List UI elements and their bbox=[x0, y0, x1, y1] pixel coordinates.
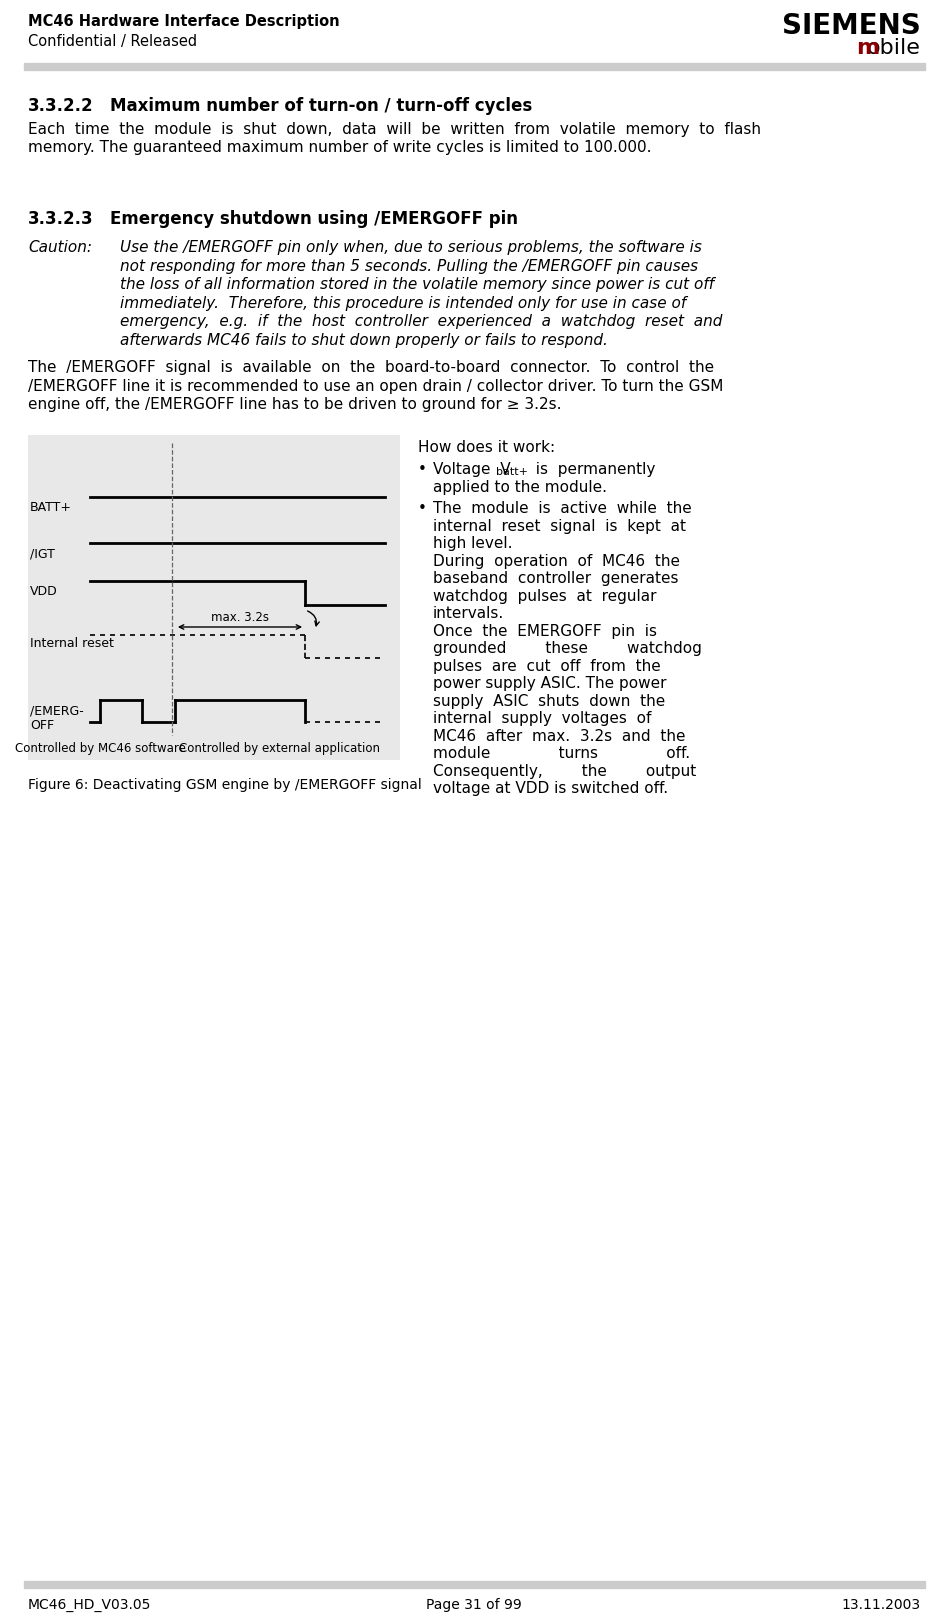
Text: baseband  controller  generates: baseband controller generates bbox=[433, 571, 679, 586]
Text: MC46_HD_V03.05: MC46_HD_V03.05 bbox=[28, 1599, 152, 1612]
Text: internal  supply  voltages  of: internal supply voltages of bbox=[433, 710, 651, 726]
Text: VDD: VDD bbox=[30, 586, 58, 599]
Text: m: m bbox=[856, 37, 879, 58]
Text: pulses  are  cut  off  from  the: pulses are cut off from the bbox=[433, 659, 661, 673]
Text: 3.3.2.3: 3.3.2.3 bbox=[28, 210, 94, 228]
Text: •: • bbox=[418, 463, 427, 477]
Text: voltage at VDD is switched off.: voltage at VDD is switched off. bbox=[433, 781, 668, 796]
Bar bbox=[24, 63, 925, 70]
Text: Figure 6: Deactivating GSM engine by /EMERGOFF signal: Figure 6: Deactivating GSM engine by /EM… bbox=[28, 778, 421, 791]
Text: Internal reset: Internal reset bbox=[30, 637, 114, 650]
Text: internal  reset  signal  is  kept  at: internal reset signal is kept at bbox=[433, 518, 686, 534]
Text: Voltage  V: Voltage V bbox=[433, 463, 511, 477]
Text: watchdog  pulses  at  regular: watchdog pulses at regular bbox=[433, 589, 657, 604]
Text: /EMERGOFF line it is recommended to use an open drain / collector driver. To tur: /EMERGOFF line it is recommended to use … bbox=[28, 379, 723, 393]
Text: supply  ASIC  shuts  down  the: supply ASIC shuts down the bbox=[433, 694, 665, 709]
Text: Controlled by external application: Controlled by external application bbox=[179, 743, 381, 756]
Text: applied to the module.: applied to the module. bbox=[433, 479, 607, 495]
Text: 13.11.2003: 13.11.2003 bbox=[842, 1599, 921, 1612]
Text: /IGT: /IGT bbox=[30, 547, 55, 560]
Text: •: • bbox=[418, 502, 427, 516]
FancyArrowPatch shape bbox=[307, 612, 319, 626]
Text: memory. The guaranteed maximum number of write cycles is limited to 100.000.: memory. The guaranteed maximum number of… bbox=[28, 141, 652, 155]
Text: Once  the  EMERGOFF  pin  is: Once the EMERGOFF pin is bbox=[433, 623, 657, 639]
Text: Confidential / Released: Confidential / Released bbox=[28, 34, 197, 49]
Text: SIEMENS: SIEMENS bbox=[782, 11, 921, 40]
Text: power supply ASIC. The power: power supply ASIC. The power bbox=[433, 676, 666, 691]
Text: The  /EMERGOFF  signal  is  available  on  the  board-to-board  connector.  To  : The /EMERGOFF signal is available on the… bbox=[28, 359, 715, 375]
Text: emergency,  e.g.  if  the  host  controller  experienced  a  watchdog  reset  an: emergency, e.g. if the host controller e… bbox=[120, 314, 722, 328]
Text: Use the /EMERGOFF pin only when, due to serious problems, the software is: Use the /EMERGOFF pin only when, due to … bbox=[120, 239, 702, 256]
Text: afterwards MC46 fails to shut down properly or fails to respond.: afterwards MC46 fails to shut down prope… bbox=[120, 333, 608, 348]
Text: grounded        these        watchdog: grounded these watchdog bbox=[433, 641, 702, 655]
Text: engine off, the /EMERGOFF line has to be driven to ground for ≥ 3.2s.: engine off, the /EMERGOFF line has to be… bbox=[28, 396, 562, 413]
Text: MC46 Hardware Interface Description: MC46 Hardware Interface Description bbox=[28, 15, 340, 29]
Text: Emergency shutdown using /EMERGOFF pin: Emergency shutdown using /EMERGOFF pin bbox=[110, 210, 518, 228]
Bar bbox=[24, 1581, 925, 1587]
Text: MC46  after  max.  3.2s  and  the: MC46 after max. 3.2s and the bbox=[433, 728, 685, 744]
Text: high level.: high level. bbox=[433, 536, 512, 552]
Bar bbox=[28, 435, 400, 760]
Text: Page 31 of 99: Page 31 of 99 bbox=[426, 1599, 522, 1612]
Text: How does it work:: How does it work: bbox=[418, 440, 555, 455]
Text: Each  time  the  module  is  shut  down,  data  will  be  written  from  volatil: Each time the module is shut down, data … bbox=[28, 121, 761, 138]
Text: module              turns              off.: module turns off. bbox=[433, 746, 690, 760]
Text: /EMERG-
OFF: /EMERG- OFF bbox=[30, 704, 84, 731]
Text: Caution:: Caution: bbox=[28, 239, 92, 256]
Text: 3.3.2.2: 3.3.2.2 bbox=[28, 97, 94, 115]
Text: batt+: batt+ bbox=[496, 468, 528, 477]
Text: max. 3.2s: max. 3.2s bbox=[211, 612, 269, 625]
Text: intervals.: intervals. bbox=[433, 607, 504, 621]
Text: The  module  is  active  while  the: The module is active while the bbox=[433, 502, 692, 516]
Text: BATT+: BATT+ bbox=[30, 502, 72, 515]
Text: immediately.  Therefore, this procedure is intended only for use in case of: immediately. Therefore, this procedure i… bbox=[120, 296, 686, 311]
Text: During  operation  of  MC46  the: During operation of MC46 the bbox=[433, 553, 680, 568]
Text: Consequently,        the        output: Consequently, the output bbox=[433, 764, 697, 778]
Text: obile: obile bbox=[867, 37, 921, 58]
Text: Controlled by MC46 software: Controlled by MC46 software bbox=[14, 743, 185, 756]
Text: is  permanently: is permanently bbox=[526, 463, 656, 477]
Text: the loss of all information stored in the volatile memory since power is cut off: the loss of all information stored in th… bbox=[120, 277, 715, 291]
Text: not responding for more than 5 seconds. Pulling the /EMERGOFF pin causes: not responding for more than 5 seconds. … bbox=[120, 259, 698, 273]
Text: Maximum number of turn-on / turn-off cycles: Maximum number of turn-on / turn-off cyc… bbox=[110, 97, 532, 115]
